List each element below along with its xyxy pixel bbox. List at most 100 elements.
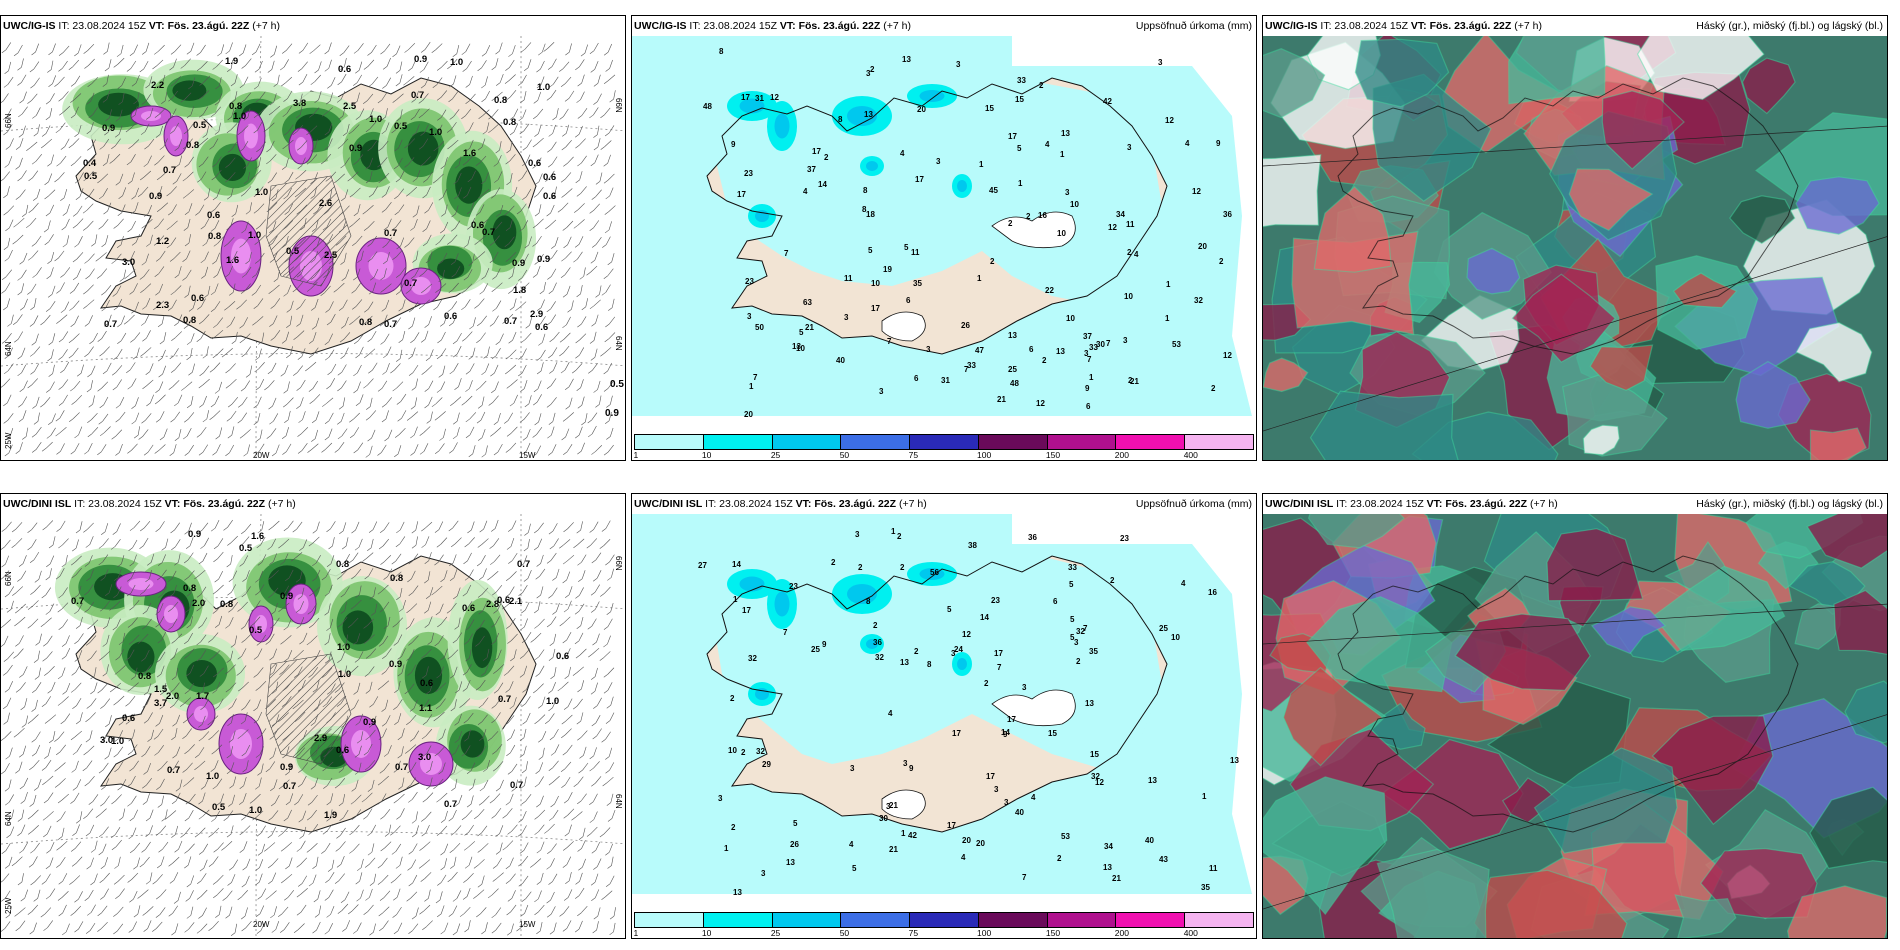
wind-barb <box>269 890 277 897</box>
wind-barb <box>143 520 151 529</box>
wind-barb-flag <box>88 114 93 118</box>
wind-barb-flag <box>46 275 51 280</box>
wind-barb <box>383 522 390 530</box>
wind-barb-flag <box>99 879 104 883</box>
wind-barb-flag <box>105 117 110 122</box>
wind-barb-flag <box>502 320 507 324</box>
wind-barb-flag <box>320 292 325 296</box>
wind-barb <box>466 679 471 689</box>
wind-barb <box>388 429 393 439</box>
wind-barb-flag <box>535 673 540 677</box>
wind-barb-flag <box>605 561 610 566</box>
wind-barb-flag <box>194 833 200 838</box>
wind-barb-flag <box>536 563 541 567</box>
wind-barb-flag <box>506 911 511 916</box>
wind-barb <box>190 875 195 885</box>
wind-barb-flag <box>381 116 386 121</box>
wind-barb-flag <box>278 833 283 837</box>
wind-barb <box>130 584 136 594</box>
wind-barb-flag <box>174 322 179 326</box>
wind-barb <box>105 778 110 787</box>
wind-barb <box>90 92 95 102</box>
wind-barb <box>269 633 275 642</box>
wind-barb <box>46 811 54 818</box>
wind-barb-flag <box>156 208 162 212</box>
wind-barb <box>429 682 434 692</box>
wind-barb <box>538 204 542 214</box>
wind-barb-flag <box>129 767 134 772</box>
edge-value: 0.5 <box>610 379 624 390</box>
wind-barb-flag <box>447 129 452 133</box>
wind-barb <box>163 682 167 692</box>
wind-barb <box>259 680 267 688</box>
wind-barb-flag <box>391 851 397 855</box>
wind-barb <box>216 156 222 165</box>
wind-barb-flag <box>546 321 552 326</box>
wind-barb <box>367 59 375 67</box>
wind-barb <box>593 811 598 820</box>
wind-barb-flag <box>408 355 413 360</box>
wind-barb-flag <box>182 769 187 773</box>
wind-barb-flag <box>493 767 498 772</box>
wind-barb <box>60 840 68 848</box>
wind-barb <box>189 664 195 674</box>
wind-barb <box>330 906 335 915</box>
wind-barb <box>186 713 194 721</box>
wind-barb <box>49 108 53 117</box>
wind-barb-flag <box>256 148 261 153</box>
wind-barb-flag <box>239 148 244 153</box>
wind-barb <box>74 106 79 116</box>
wind-barb <box>415 521 419 531</box>
wind-barb-flag <box>127 578 132 582</box>
wind-barb <box>331 859 335 869</box>
wind-barb-flag <box>519 419 525 423</box>
wind-barb <box>435 397 443 405</box>
valid-time: Fös. 23.ágú. 22Z <box>798 20 881 32</box>
wind-barb <box>258 348 262 358</box>
wind-barb <box>467 235 471 245</box>
wind-barb <box>578 125 583 135</box>
wind-barb-flag <box>383 753 389 757</box>
wind-barb <box>385 410 389 420</box>
wind-barb <box>360 858 364 868</box>
wind-barb-flag <box>475 387 481 391</box>
wind-barb-flag <box>98 769 104 774</box>
wind-barb <box>240 299 247 307</box>
wind-barb <box>36 107 41 116</box>
wind-barb <box>275 189 279 199</box>
wind-barb <box>578 426 583 436</box>
wind-barb-flag <box>506 737 512 741</box>
wind-barb-flag <box>324 420 330 424</box>
wind-barb-flag <box>2 116 8 120</box>
legend-tick-label: 400 <box>1183 450 1198 460</box>
wind-barb <box>18 616 26 624</box>
wind-barb <box>579 347 585 356</box>
wind-barb <box>338 442 345 450</box>
wind-barb <box>58 250 65 259</box>
wind-barb <box>552 587 558 596</box>
wind-barb <box>9 219 14 229</box>
wind-barb <box>212 920 219 928</box>
wind-barb <box>345 269 350 278</box>
panel-header: UWC/IG-IS IT: 23.08.2024 15Z VT: Fös. 23… <box>1263 16 1887 36</box>
wind-barb-flag <box>608 307 613 311</box>
wind-barb-flag <box>520 48 526 53</box>
wind-barb-flag <box>169 768 175 772</box>
wind-barb <box>232 859 239 868</box>
wind-barb <box>396 45 401 54</box>
wind-barb <box>216 667 224 675</box>
wind-barb <box>300 857 308 865</box>
model-name: UWC/IG-IS <box>1265 20 1318 32</box>
wind-barb-flag <box>562 847 568 851</box>
wind-barb-flag <box>548 354 553 359</box>
wind-barb-flag <box>519 130 524 135</box>
wind-barb-flag <box>44 181 49 186</box>
wind-barb <box>382 538 390 547</box>
wind-barb <box>247 171 251 181</box>
wind-barb <box>525 696 531 704</box>
wind-barb-flag <box>296 848 301 852</box>
wind-barb <box>5 842 11 851</box>
wind-barb-flag <box>536 370 542 375</box>
wind-barb-flag <box>74 640 79 645</box>
wind-barb-flag <box>546 899 551 904</box>
